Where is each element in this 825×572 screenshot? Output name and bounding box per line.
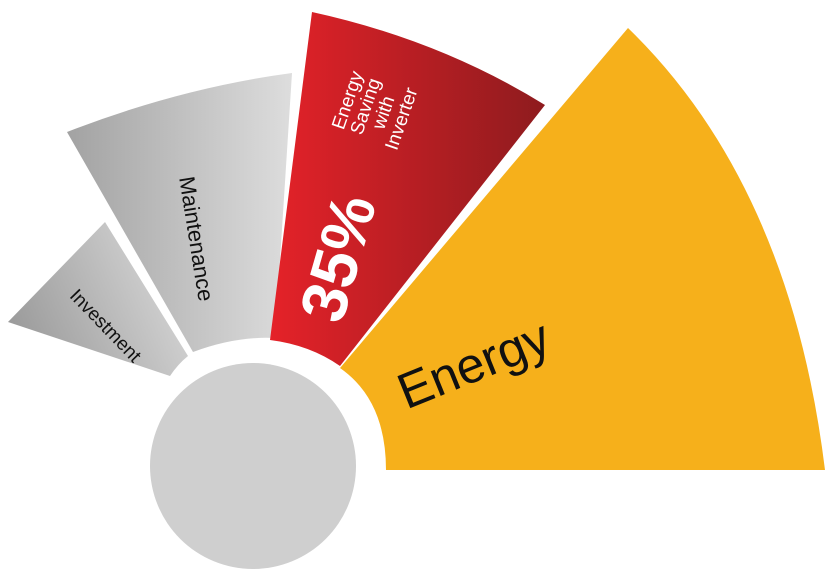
energy-segment bbox=[340, 28, 825, 470]
investment-segment bbox=[8, 222, 188, 376]
hub-circle bbox=[150, 363, 356, 569]
maintenance-segment bbox=[67, 73, 292, 352]
inverter-segment bbox=[270, 12, 545, 366]
